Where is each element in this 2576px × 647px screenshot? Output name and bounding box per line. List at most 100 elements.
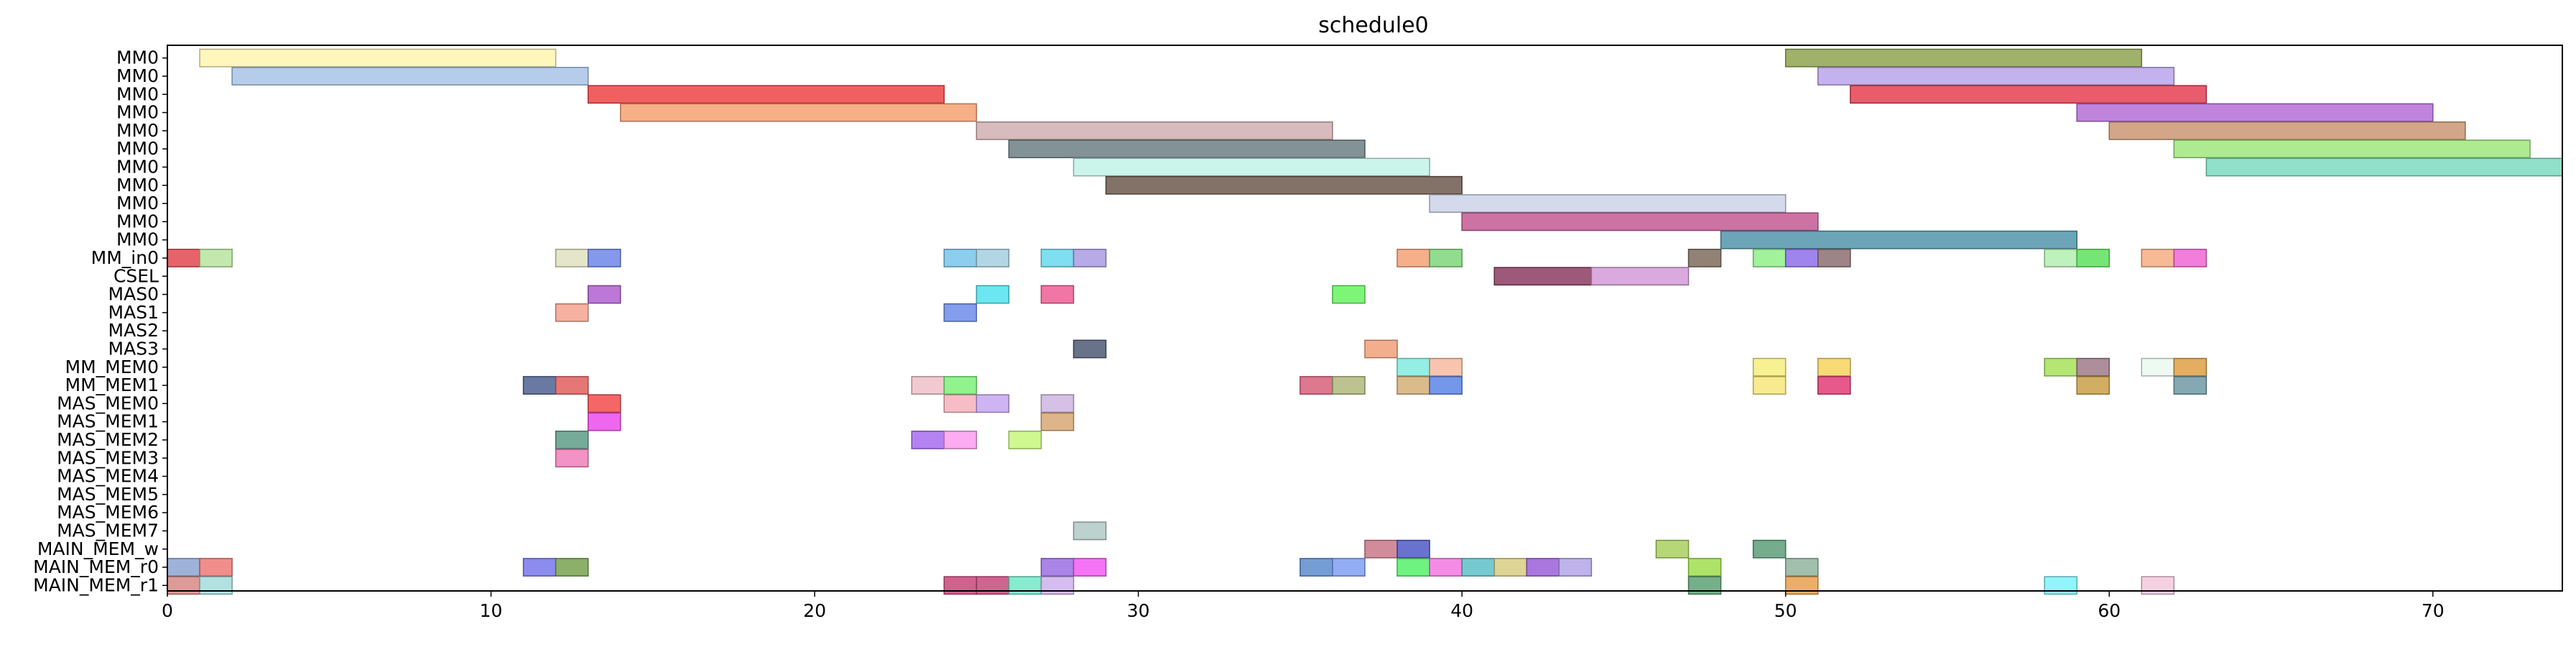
y-tick-label: MAS3 [108,338,159,359]
x-tick-label: 70 [2422,600,2445,621]
gantt-bar [2141,357,2175,377]
gantt-bar [587,285,621,304]
gantt-bar [1720,230,2077,249]
gantt-bar [1526,558,1560,577]
y-tick-label: MAS0 [108,284,159,305]
gantt-bar [1396,558,1430,577]
y-tick-label: MAS_MEM0 [57,393,159,413]
gantt-bar [1429,194,1787,213]
gantt-bar [1429,376,1463,395]
gantt-bar [976,394,1010,413]
gantt-bar [2205,157,2563,177]
gantt-bar [943,376,978,395]
y-tick-label: MM0 [116,65,159,86]
gantt-bar [943,394,978,413]
y-tick-label: MM0 [116,120,159,141]
gantt-bar [587,394,621,413]
y-tick-label: MM0 [116,83,159,104]
gantt-bar [1817,67,2175,86]
x-tick-label: 40 [1450,600,1473,621]
gantt-bar [199,558,233,577]
gantt-bar [1332,558,1366,577]
gantt-bar [1040,558,1075,577]
gantt-bar [555,249,589,267]
gantt-bar [1687,249,1722,267]
gantt-bar [1493,267,1593,286]
gantt-bar [2173,249,2207,267]
y-tick-label: MM_MEM0 [65,357,159,377]
y-tick-label: MAS_MEM1 [57,411,159,432]
gantt-bar [1040,249,1075,267]
gantt-bar [2044,249,2077,267]
y-tick-label: MAS_MEM5 [57,484,159,505]
y-tick-label: MM_MEM1 [65,375,159,395]
gantt-bar [1396,249,1430,267]
gantt-bar [1040,394,1075,413]
gantt-bar [2173,376,2207,395]
gantt-bar [199,48,557,68]
gantt-bar [1784,249,1819,267]
gantt-bar [1396,376,1430,395]
gantt-bar [1299,558,1333,577]
gantt-bar [2173,139,2531,159]
gantt-bar [2141,249,2175,267]
y-tick-label: MM_in0 [91,247,159,268]
gantt-bar [199,249,233,267]
gantt-bar [1396,357,1430,377]
y-tick-label: MM0 [116,229,159,250]
gantt-bar [1072,558,1107,577]
gantt-bar [1072,521,1107,541]
x-tick-label: 0 [162,600,173,621]
gantt-bar [1784,48,2143,68]
gantt-bar [976,285,1010,304]
gantt-bar [1105,175,1463,195]
y-tick-label: MM0 [116,102,159,123]
gantt-bar [1040,285,1075,304]
gantt-bar [587,249,621,267]
y-tick-label: MAS_MEM3 [57,447,159,468]
y-tick-label: CSEL [113,265,159,286]
gantt-bar [911,376,945,395]
gantt-bar [1817,357,1851,377]
gantt-bar [2076,357,2110,377]
gantt-bar [1461,212,1819,231]
gantt-bar [1850,85,2207,104]
gantt-bar [1817,249,1851,267]
gantt-bar [1429,357,1463,377]
x-tick-label: 10 [480,600,503,621]
x-axis: 0 10 20 30 40 50 60 70 [162,591,2445,621]
gantt-bar [911,431,945,449]
gantt-bar [2108,121,2466,140]
gantt-bar [1461,558,1495,577]
gantt-bar [1429,558,1463,577]
y-tick-label: MAS_MEM4 [57,466,159,487]
gantt-bar [555,303,589,322]
gantt-bar [1299,376,1333,395]
y-tick-label: MM0 [116,47,159,68]
gantt-bar [1655,539,1690,559]
y-tick-label: MM0 [116,156,159,177]
gantt-bar [522,558,557,577]
y-tick-label: MAS2 [108,320,159,341]
y-tick-label: MM0 [116,138,159,159]
gantt-bar [555,449,589,468]
gantt-bar [1493,558,1528,577]
gantt-bar [1429,249,1463,267]
gantt-bar [522,376,557,395]
x-tick-label: 20 [803,600,826,621]
x-tick-label: 50 [1774,600,1797,621]
gantt-bar [1072,249,1107,267]
y-tick-label: MAS1 [108,302,159,323]
gantt-bar [1752,357,1787,377]
gantt-bar [943,431,978,449]
y-tick-label: MAIN_MEM_r1 [33,574,159,595]
gantt-bar [587,85,945,104]
gantt-bar [1008,139,1366,159]
y-tick-label: MAIN_MEM_w [37,538,159,559]
gantt-bar [555,431,589,449]
x-tick-label: 30 [1127,600,1150,621]
gantt-bar [1752,376,1787,395]
gantt-bar [555,376,589,395]
gantt-bar [167,249,200,267]
